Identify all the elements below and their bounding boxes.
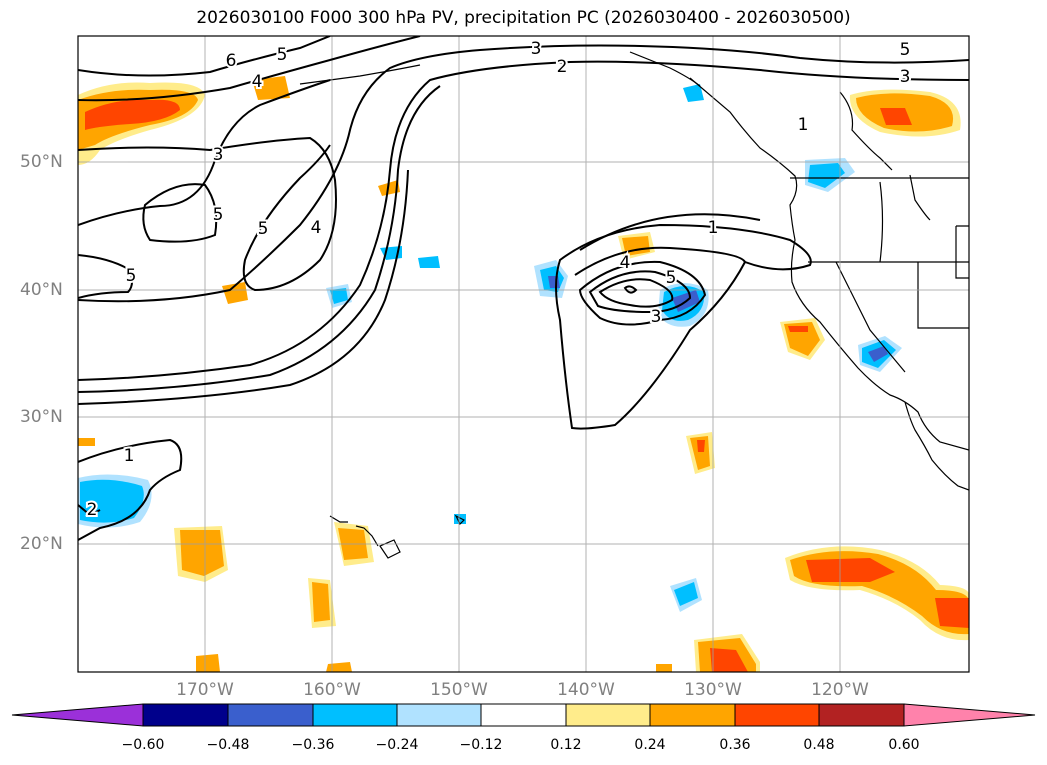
contour-label: 3 bbox=[531, 39, 542, 59]
lon-label: 130°W bbox=[684, 680, 742, 700]
map-area: 6 5 4 3 2 3 5 3 1 5 5 4 5 1 4 5 3 1 2 bbox=[78, 36, 969, 672]
contour-label-group: 6 5 4 3 2 3 5 3 1 5 5 4 5 1 4 5 3 1 2 bbox=[85, 37, 913, 522]
precip-shading bbox=[78, 76, 969, 672]
contour-label: 1 bbox=[798, 115, 809, 135]
contour-label: 3 bbox=[213, 145, 224, 165]
colorbar-tick-label: −0.60 bbox=[121, 737, 165, 753]
map-title: 2026030100 F000 300 hPa PV, precipitatio… bbox=[196, 8, 851, 28]
lon-label: 120°W bbox=[811, 680, 869, 700]
contour-label: 1 bbox=[708, 218, 719, 238]
lon-label: 160°W bbox=[303, 680, 361, 700]
contour-label: 5 bbox=[258, 219, 269, 239]
colorbar-segment bbox=[142, 703, 229, 727]
contour-label: 5 bbox=[213, 205, 224, 225]
colorbar-segment bbox=[649, 703, 736, 727]
pv-contours bbox=[78, 36, 969, 541]
contour-label: 4 bbox=[620, 253, 631, 273]
colorbar-segment bbox=[227, 703, 314, 727]
contour-label: 1 bbox=[124, 446, 135, 466]
contour-label: 5 bbox=[900, 40, 911, 60]
lat-label: 20°N bbox=[20, 534, 63, 554]
colorbar-tick-label: 0.12 bbox=[550, 737, 582, 753]
colorbar-tick-label: −0.36 bbox=[291, 737, 335, 753]
contour-label: 5 bbox=[277, 45, 288, 65]
colorbar-tick-label: 0.48 bbox=[803, 737, 835, 753]
colorbar-tick-label: 0.24 bbox=[634, 737, 666, 753]
colorbar-tick-label: −0.48 bbox=[206, 737, 250, 753]
contour-label: 4 bbox=[311, 218, 322, 238]
colorbar-segment bbox=[480, 703, 567, 727]
coastlines bbox=[299, 51, 969, 559]
colorbar-segment bbox=[818, 703, 905, 727]
colorbar-extend-high bbox=[903, 703, 1036, 727]
colorbar-segment bbox=[312, 703, 398, 727]
colorbar bbox=[11, 703, 1036, 727]
map-frame bbox=[77, 35, 970, 673]
contour-label: 5 bbox=[126, 266, 137, 286]
colorbar-tick-label: −0.12 bbox=[459, 737, 503, 753]
colorbar-tick-label: 0.60 bbox=[888, 737, 920, 753]
contour-label: 2 bbox=[557, 57, 568, 77]
colorbar-tick-label: 0.36 bbox=[719, 737, 751, 753]
colorbar-tick-label: −0.24 bbox=[375, 737, 419, 753]
lat-label: 30°N bbox=[20, 407, 63, 427]
lat-label: 40°N bbox=[20, 280, 63, 300]
contour-label: 3 bbox=[900, 67, 911, 87]
lon-label: 140°W bbox=[557, 680, 615, 700]
contour-label: 5 bbox=[666, 268, 677, 288]
colorbar-segment bbox=[396, 703, 482, 727]
contour-label: 2 bbox=[87, 500, 98, 520]
gridlines bbox=[78, 36, 969, 672]
lon-label: 170°W bbox=[176, 680, 234, 700]
colorbar-extend-low bbox=[11, 703, 144, 727]
lat-label: 50°N bbox=[20, 152, 63, 172]
colorbar-segment bbox=[734, 703, 820, 727]
contour-label: 4 bbox=[252, 72, 263, 92]
contour-label: 6 bbox=[226, 51, 237, 71]
lon-label: 150°W bbox=[430, 680, 488, 700]
contour-label: 3 bbox=[651, 307, 662, 327]
colorbar-segment bbox=[565, 703, 651, 727]
